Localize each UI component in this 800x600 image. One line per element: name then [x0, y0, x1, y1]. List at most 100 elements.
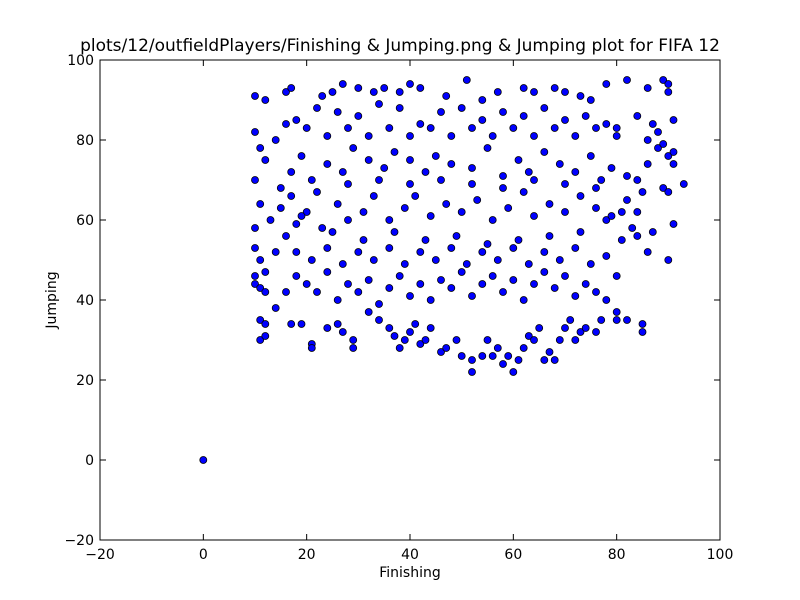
- data-point: [261, 332, 270, 340]
- y-tick-label: −20: [64, 533, 94, 549]
- data-point: [276, 204, 285, 212]
- data-point: [638, 320, 647, 328]
- data-point: [550, 356, 559, 364]
- data-point: [359, 236, 368, 244]
- data-point: [333, 320, 342, 328]
- data-point: [323, 132, 332, 140]
- data-point: [519, 296, 528, 304]
- data-point: [406, 328, 414, 336]
- data-point: [390, 228, 399, 236]
- data-point: [623, 76, 631, 84]
- data-point: [307, 176, 316, 184]
- data-point: [261, 156, 270, 164]
- data-point: [416, 340, 425, 348]
- data-point: [607, 164, 616, 172]
- data-point: [514, 156, 523, 164]
- data-point: [607, 212, 616, 220]
- data-point: [488, 272, 497, 280]
- data-point: [566, 316, 575, 324]
- ticks-layer: −20 0 20 40 60 80 100 −20 0 20 40 60 80 100: [64, 53, 733, 563]
- data-point: [344, 124, 352, 132]
- data-point: [292, 272, 301, 280]
- y-tick-label: 40: [76, 293, 94, 309]
- data-point: [338, 260, 347, 268]
- data-point: [664, 80, 673, 88]
- data-point: [369, 88, 378, 96]
- points-layer: [199, 76, 688, 464]
- plot-frame: [99, 59, 721, 541]
- data-point: [406, 80, 414, 88]
- data-point: [313, 188, 321, 196]
- data-point: [302, 280, 311, 288]
- data-point: [493, 344, 502, 352]
- data-point: [499, 184, 507, 192]
- data-point: [354, 248, 363, 256]
- data-point: [638, 328, 647, 336]
- data-point: [261, 96, 270, 104]
- data-point: [524, 168, 533, 176]
- data-point: [633, 208, 642, 216]
- data-point: [586, 96, 595, 104]
- data-point: [369, 256, 378, 264]
- data-point: [540, 248, 549, 256]
- data-point: [256, 200, 265, 208]
- data-point: [499, 108, 507, 116]
- data-point: [251, 92, 259, 100]
- data-point: [643, 136, 652, 144]
- data-point: [571, 336, 580, 344]
- data-point: [431, 256, 440, 264]
- data-point: [571, 292, 580, 300]
- data-point: [602, 252, 611, 260]
- data-point: [276, 184, 285, 192]
- data-point: [416, 248, 425, 256]
- data-point: [643, 160, 652, 168]
- data-point: [411, 192, 420, 200]
- data-point: [602, 120, 611, 128]
- data-point: [251, 244, 259, 252]
- data-point: [349, 336, 358, 344]
- data-point: [509, 244, 518, 252]
- data-point: [669, 160, 678, 168]
- data-point: [323, 324, 332, 332]
- data-point: [679, 180, 688, 188]
- data-point: [488, 132, 497, 140]
- data-point: [318, 224, 327, 232]
- y-tick-label: 80: [76, 133, 94, 149]
- data-point: [540, 104, 549, 112]
- data-point: [400, 336, 409, 344]
- data-point: [623, 316, 631, 324]
- data-point: [550, 284, 559, 292]
- data-point: [395, 104, 404, 112]
- data-point: [431, 152, 440, 160]
- data-point: [421, 236, 430, 244]
- data-point: [478, 96, 487, 104]
- data-point: [323, 160, 332, 168]
- data-point: [628, 224, 637, 232]
- data-point: [623, 196, 631, 204]
- data-point: [313, 288, 321, 296]
- data-point: [447, 160, 456, 168]
- data-point: [602, 296, 611, 304]
- data-point: [437, 108, 445, 116]
- data-point: [318, 92, 327, 100]
- data-point: [375, 100, 383, 108]
- data-point: [561, 116, 569, 124]
- data-point: [282, 288, 290, 296]
- data-point: [473, 196, 482, 204]
- x-tick-label: 80: [608, 547, 626, 563]
- data-point: [468, 124, 476, 132]
- data-point: [602, 80, 611, 88]
- data-point: [447, 244, 456, 252]
- data-point: [333, 108, 342, 116]
- data-point: [633, 112, 642, 120]
- data-point: [576, 92, 585, 100]
- data-point: [499, 172, 507, 180]
- data-point: [457, 208, 466, 216]
- data-point: [592, 124, 600, 132]
- data-point: [561, 324, 569, 332]
- data-point: [504, 352, 513, 360]
- data-point: [256, 256, 265, 264]
- data-point: [576, 328, 585, 336]
- data-point: [256, 336, 265, 344]
